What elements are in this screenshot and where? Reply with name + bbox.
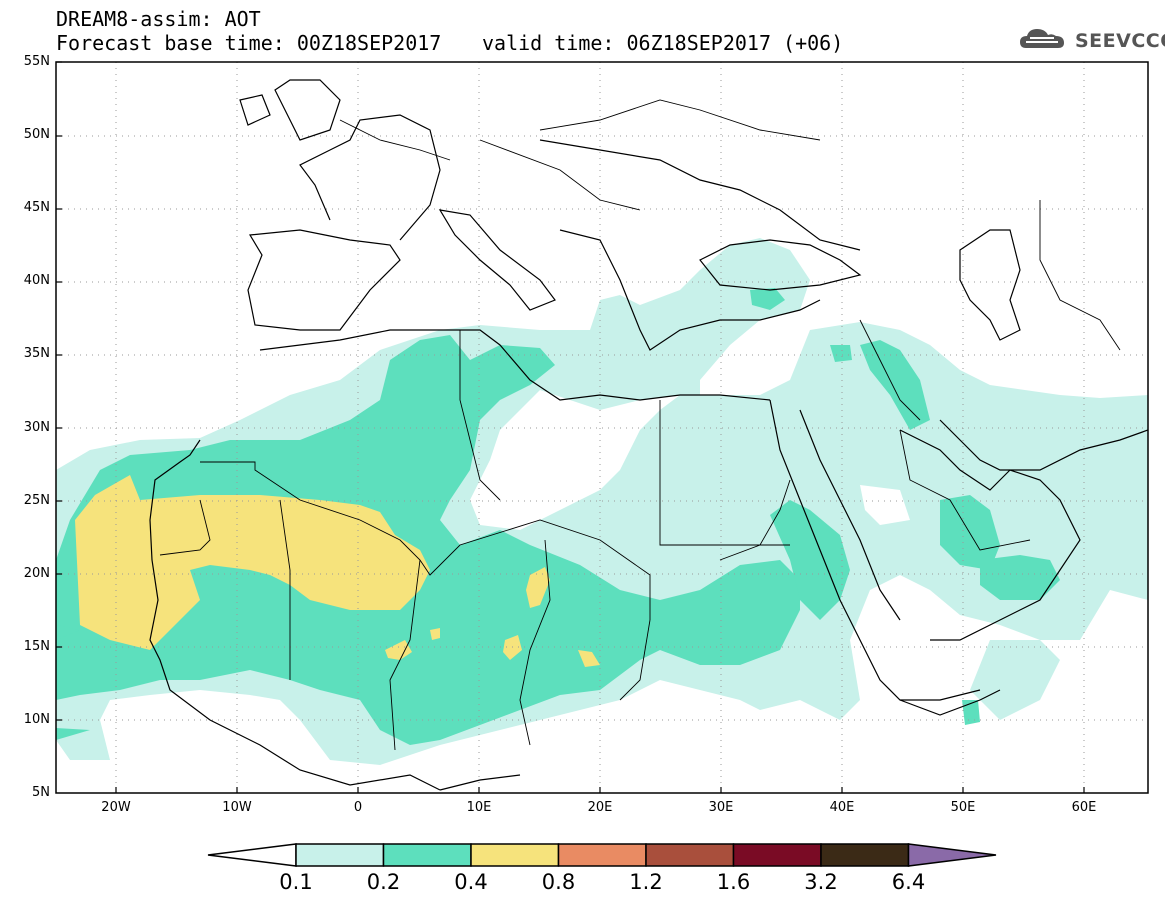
lon-label: 60E (1071, 800, 1097, 815)
colorbar-label: 0.2 (366, 870, 401, 894)
aot-level-0.2 (56, 288, 1060, 745)
colorbar-segment (470, 843, 560, 867)
lon-label: 10W (222, 800, 252, 815)
ticks (56, 61, 1085, 793)
gridlines (56, 62, 1148, 793)
colorbar-segment (645, 843, 735, 867)
lat-label: 15N (23, 638, 50, 654)
coastlines (149, 79, 1148, 791)
colorbar-segment (820, 843, 910, 867)
logo-text: SEEVCCC (1075, 30, 1165, 52)
colorbar-label: 1.2 (629, 870, 663, 894)
lat-label: 45N (23, 200, 50, 216)
lon-label: 50E (950, 800, 976, 815)
lat-label: 30N (23, 419, 50, 435)
lat-label: 50N (23, 127, 50, 143)
colorbar-label: 0.1 (279, 870, 313, 894)
lon-label: 10E (466, 800, 492, 815)
lat-label: 35N (23, 346, 50, 362)
colorbar-label: 1.6 (716, 870, 751, 894)
colorbar-segment (557, 843, 647, 867)
colorbar-label: 0.8 (541, 870, 576, 894)
lat-label: 10N (23, 711, 50, 727)
aot-level-0.4 (75, 475, 600, 667)
cloud-icon (1020, 29, 1064, 48)
lon-label: 0 (353, 800, 363, 815)
country-borders (159, 99, 1121, 751)
lat-label: 55N (23, 54, 50, 69)
colorbar-over-arrow (907, 843, 997, 867)
map-title: DREAM8-assim: AOT (56, 7, 261, 31)
lon-label: 30E (708, 800, 734, 815)
lat-label: 40N (23, 273, 50, 289)
lon-label: 20E (587, 800, 613, 815)
forecast-base-time: Forecast base time: 00Z18SEP2017 (56, 31, 442, 55)
colorbar-segment (732, 843, 822, 867)
colorbar-label: 3.2 (804, 870, 838, 894)
colorbar (207, 843, 997, 867)
lon-label: 20W (101, 800, 131, 815)
valid-time: valid time: 06Z18SEP2017 (+06) (482, 31, 844, 55)
colorbar-segment (295, 843, 385, 867)
colorbar-label: 0.4 (454, 870, 488, 894)
colorbar-label: 6.4 (891, 870, 926, 894)
colorbar-under-arrow (207, 843, 297, 867)
lat-label: 5N (32, 785, 50, 800)
lat-label: 25N (23, 492, 50, 508)
colorbar-segment (382, 843, 472, 867)
lat-label: 20N (23, 565, 50, 581)
lon-label: 40E (829, 800, 855, 815)
